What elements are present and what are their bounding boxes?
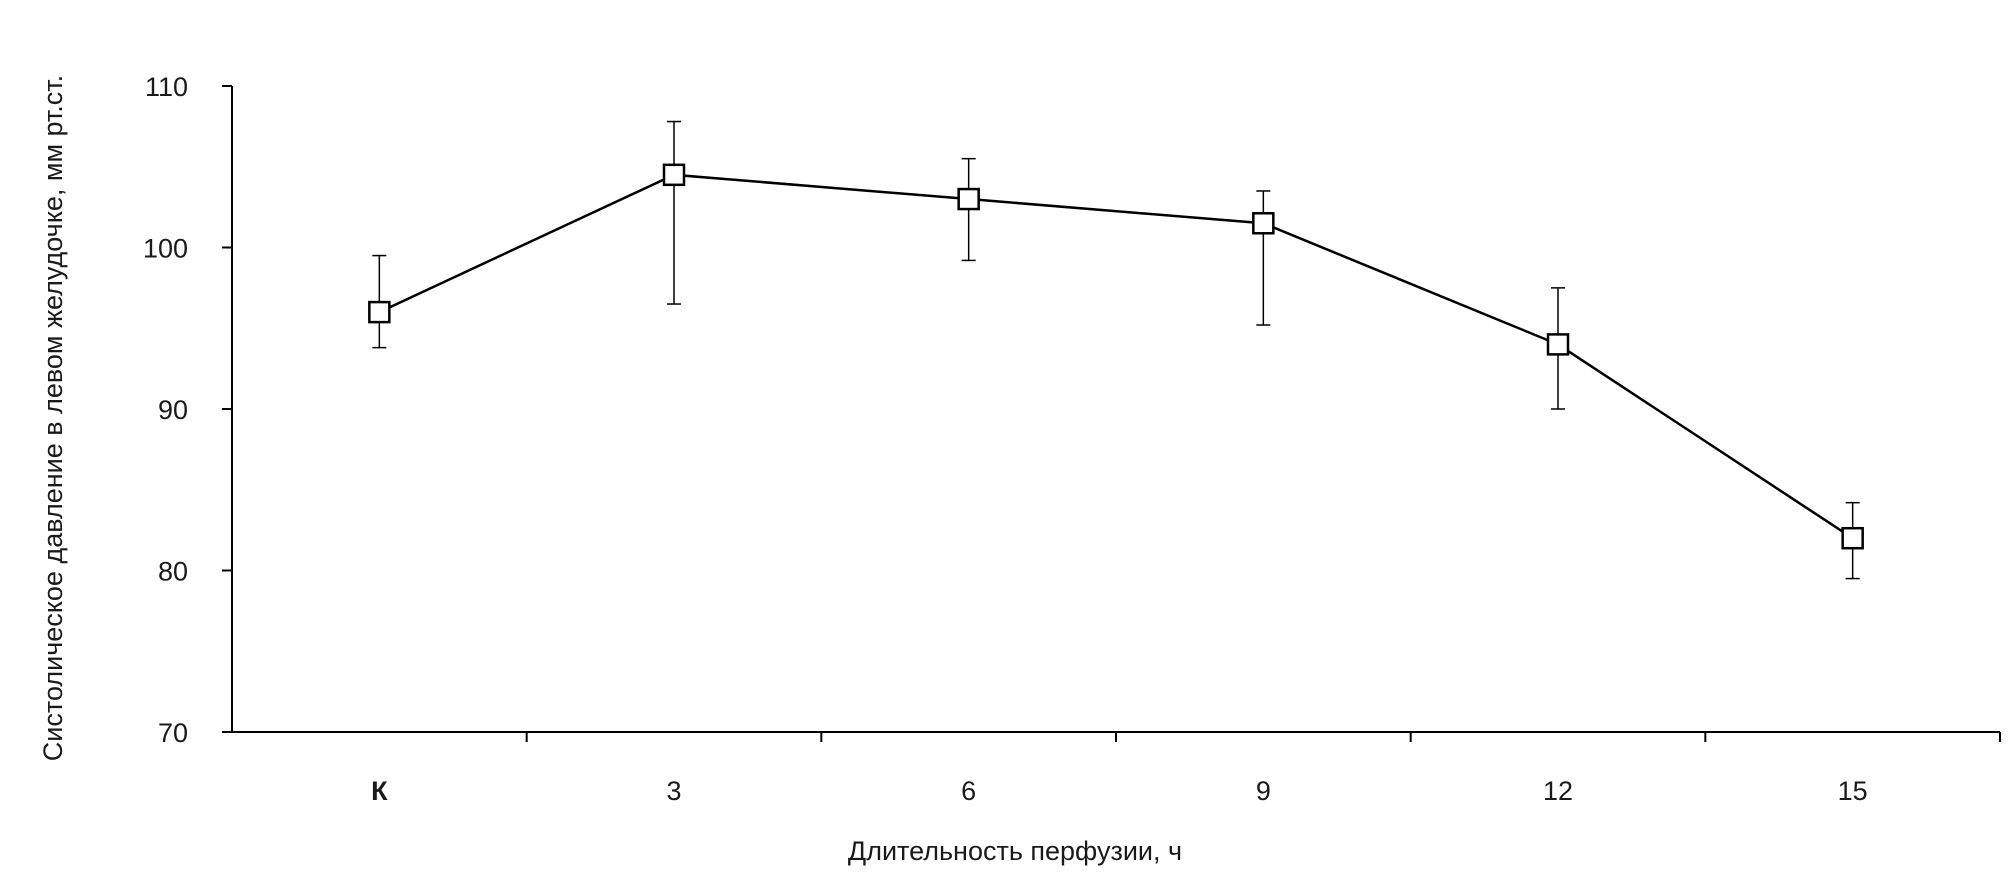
x-ticks: К 3 6 9 12 15 (371, 732, 2001, 806)
y-tick-label-70: 70 (158, 718, 188, 748)
y-tick-label-80: 80 (158, 557, 188, 587)
data-markers (368, 163, 1864, 550)
data-point-6 (1841, 526, 1864, 550)
x-tick-label-6: 15 (1838, 776, 1868, 806)
y-tick-label-110: 110 (145, 72, 188, 102)
y-axis: 70 80 90 100 110 (143, 72, 233, 748)
data-point-1 (368, 300, 391, 324)
x-axis-label: Длительность перфузии, ч (848, 836, 1182, 866)
data-point-2 (662, 163, 686, 187)
data-point-3 (957, 187, 980, 211)
y-tick-label-90: 90 (158, 395, 188, 425)
x-tick-label-5: 12 (1543, 776, 1573, 806)
y-tick-label-100: 100 (143, 234, 188, 264)
error-bars (372, 120, 1860, 580)
data-point-4 (1252, 212, 1275, 235)
x-tick-label-4: 9 (1256, 776, 1271, 806)
x-tick-label-1: К (371, 776, 388, 806)
y-ticks: 70 80 90 100 110 (143, 72, 232, 748)
y-axis-label: Систолическое давление в левом желудочке… (38, 75, 68, 761)
data-point-5 (1546, 333, 1570, 356)
x-tick-label-3: 6 (961, 776, 976, 806)
series-line (378, 173, 1854, 540)
x-axis: К 3 6 9 12 15 (232, 731, 2001, 806)
x-tick-label-2: 3 (666, 776, 681, 806)
